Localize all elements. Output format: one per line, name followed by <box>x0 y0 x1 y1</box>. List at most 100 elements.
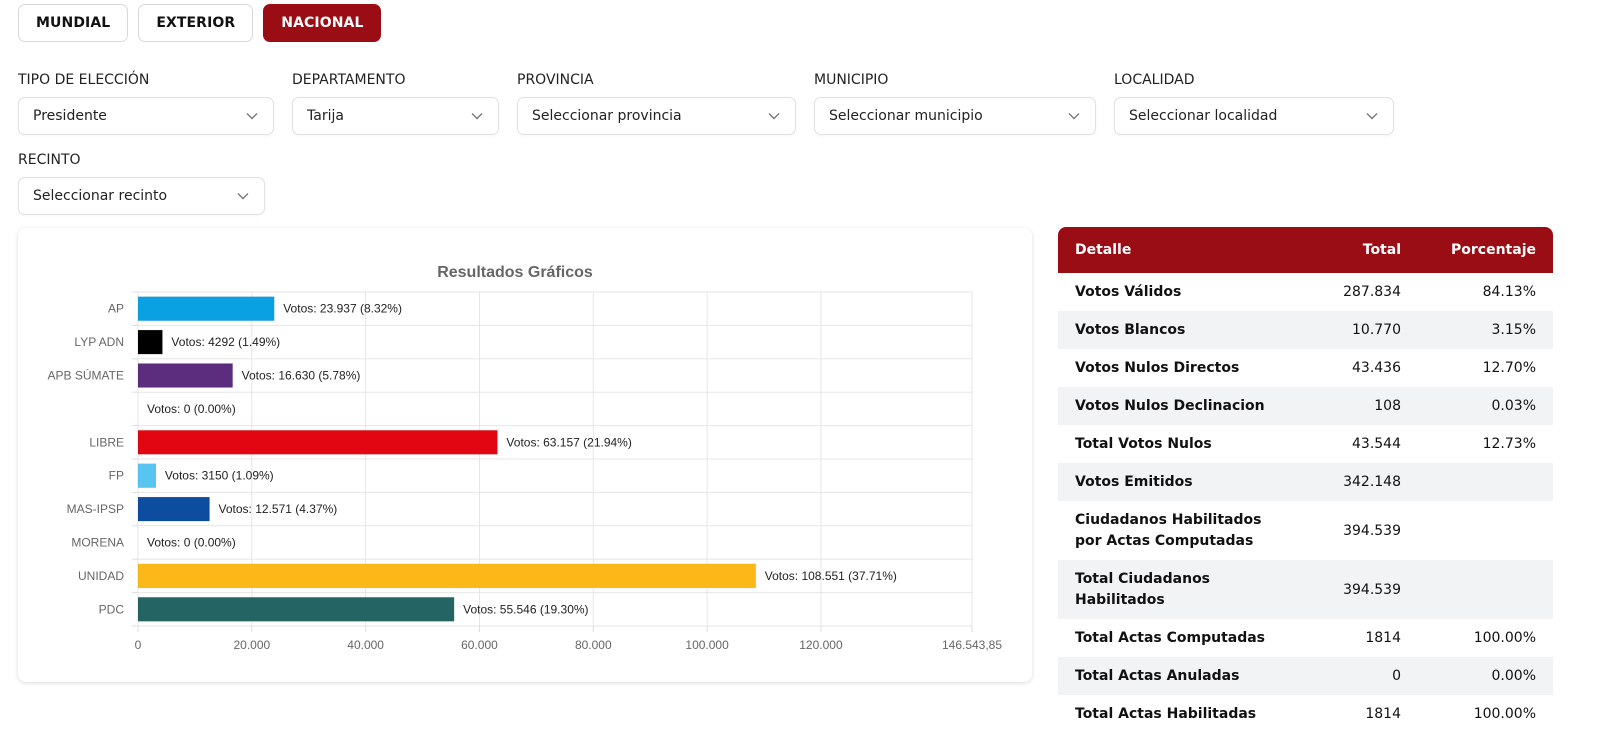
results-bar-chart: Resultados Gráficos 0 20.000 40.000 60.000 80… <box>48 264 1003 652</box>
tab-mundial[interactable]: MUNDIAL <box>18 4 129 42</box>
filter-label-departamento: DEPARTAMENTO <box>292 72 406 88</box>
bar-data-label: Votos: 16.630 (5.78%) <box>242 369 361 383</box>
row-total: 0 <box>1288 657 1401 695</box>
localidad-value: Seleccionar localidad <box>1129 108 1278 124</box>
bar-data-label: Votos: 63.157 (21.94%) <box>506 435 631 449</box>
table-row: Votos Nulos Declinacion 108 0.03% <box>1058 387 1553 425</box>
x-tick-label: 80.000 <box>575 638 612 652</box>
localidad-select[interactable]: Seleccionar localidad <box>1114 97 1394 135</box>
bar-lyp-adn <box>137 329 163 355</box>
row-detalle: Votos Nulos Declinacion <box>1058 387 1288 425</box>
row-porcentaje: 84.13% <box>1482 284 1536 300</box>
tipo-eleccion-select[interactable]: Presidente <box>18 97 274 135</box>
y-category-label: FP <box>109 469 124 483</box>
bar-data-label: Votos: 3150 (1.09%) <box>165 469 274 483</box>
filter-recinto: RECINTO Seleccionar recinto <box>18 152 265 215</box>
row-porcentaje <box>1401 501 1553 560</box>
filter-label-provincia: PROVINCIA <box>517 72 594 88</box>
filter-label-recinto: RECINTO <box>18 152 81 168</box>
bar-data-label: Votos: 55.546 (19.30%) <box>463 602 588 616</box>
y-category-label: PDC <box>99 602 125 616</box>
x-tick-label: 0 <box>135 638 142 652</box>
table-row: Votos Blancos 10.770 3.15% <box>1058 311 1553 349</box>
row-detalle: Total Votos Nulos <box>1075 435 1212 452</box>
row-detalle: Total Actas Computadas <box>1075 629 1266 646</box>
results-chart-card: Resultados Gráficos 0 20.000 40.000 60.000 80… <box>18 228 1032 682</box>
municipio-select[interactable]: Seleccionar municipio <box>814 97 1096 135</box>
x-tick-label: 40.000 <box>347 638 384 652</box>
table-row: Votos Nulos Directos 43.436 12.70% <box>1058 349 1553 387</box>
y-category-label: APB SÚMATE <box>48 368 124 383</box>
row-porcentaje <box>1401 560 1553 619</box>
bar-data-label: Votos: 4292 (1.49%) <box>171 335 280 349</box>
y-category-label: UNIDAD <box>78 569 124 583</box>
table-row: Total Actas Anuladas 0 0.00% <box>1058 657 1553 695</box>
tipo-eleccion-value: Presidente <box>33 108 107 124</box>
filter-label-tipo: TIPO DE ELECCIÓN <box>18 72 150 88</box>
table-row: Total Ciudadanos Habilitados 394.539 <box>1058 560 1553 619</box>
y-category-label: LYP ADN <box>74 335 124 349</box>
filter-label-localidad: LOCALIDAD <box>1114 72 1195 88</box>
y-category-label: MAS-IPSP <box>67 502 124 516</box>
row-total: 342.148 <box>1288 463 1401 501</box>
filter-localidad: LOCALIDAD Seleccionar localidad <box>1114 72 1394 135</box>
bar-data-label: Votos: 0 (0.00%) <box>147 402 236 416</box>
row-total: 43.436 <box>1352 360 1401 376</box>
y-category-label: MORENA <box>71 536 124 550</box>
row-total: 43.544 <box>1352 436 1401 452</box>
results-detail-table-card: Detalle Total Porcentaje Votos Válidos 2… <box>1058 227 1553 746</box>
row-porcentaje: 0.03% <box>1401 387 1553 425</box>
bar-mas-ipsp <box>137 496 210 522</box>
table-header-row: Detalle Total Porcentaje <box>1058 227 1553 273</box>
bar-data-label: Votos: 0 (0.00%) <box>147 536 236 550</box>
row-porcentaje <box>1401 463 1553 501</box>
bar-data-label: Votos: 23.937 (8.32%) <box>283 302 402 316</box>
tab-exterior[interactable]: EXTERIOR <box>138 4 254 42</box>
x-tick-label: 146.543,85 <box>942 638 1002 652</box>
tab-nacional[interactable]: NACIONAL <box>263 4 382 42</box>
row-porcentaje: 100.00% <box>1473 706 1536 722</box>
chevron-down-icon <box>470 109 484 123</box>
filter-departamento: DEPARTAMENTO Tarija <box>292 72 499 135</box>
provincia-value: Seleccionar provincia <box>532 108 682 124</box>
x-tick-label: 60.000 <box>461 638 498 652</box>
x-tick-label: 120.000 <box>799 638 843 652</box>
bar-pdc <box>137 597 455 622</box>
scope-tabs: MUNDIAL EXTERIOR NACIONAL <box>18 4 382 42</box>
bar-fp <box>137 463 157 488</box>
table-row: Votos Emitidos 342.148 <box>1058 463 1553 501</box>
y-category-label: LIBRE <box>89 435 124 449</box>
bar-data-label: Votos: 12.571 (4.37%) <box>219 502 338 516</box>
table-row: Votos Válidos 287.834 84.13% <box>1058 273 1553 311</box>
filter-label-municipio: MUNICIPIO <box>814 72 889 88</box>
table-row: Ciudadanos Habilitados por Actas Computa… <box>1058 501 1553 560</box>
row-total: 108 <box>1288 387 1401 425</box>
filter-tipo-eleccion: TIPO DE ELECCIÓN Presidente <box>18 72 274 135</box>
provincia-select[interactable]: Seleccionar provincia <box>517 97 796 135</box>
departamento-select[interactable]: Tarija <box>292 97 499 135</box>
row-detalle: Votos Blancos <box>1058 311 1288 349</box>
header-porcentaje: Porcentaje <box>1401 227 1553 273</box>
recinto-value: Seleccionar recinto <box>33 188 168 204</box>
row-porcentaje: 3.15% <box>1401 311 1553 349</box>
row-porcentaje: 100.00% <box>1473 630 1536 646</box>
row-total: 287.834 <box>1343 284 1401 300</box>
municipio-value: Seleccionar municipio <box>829 108 983 124</box>
filter-provincia: PROVINCIA Seleccionar provincia <box>517 72 796 135</box>
bar-ap <box>137 296 275 321</box>
chevron-down-icon <box>245 109 259 123</box>
row-detalle: Total Actas Habilitadas <box>1075 705 1257 722</box>
row-total: 394.539 <box>1343 522 1401 539</box>
bar-apb-súmate <box>137 363 233 388</box>
row-total: 1814 <box>1365 630 1401 646</box>
y-category-label: AP <box>108 302 124 316</box>
row-total: 394.539 <box>1288 560 1401 619</box>
row-total: 10.770 <box>1288 311 1401 349</box>
recinto-select[interactable]: Seleccionar recinto <box>18 177 265 215</box>
bar-libre <box>137 430 498 455</box>
filter-municipio: MUNICIPIO Seleccionar municipio <box>814 72 1096 135</box>
row-porcentaje: 12.73% <box>1482 436 1536 452</box>
row-detalle: Votos Nulos Directos <box>1075 359 1240 376</box>
table-row: Total Actas Habilitadas 1814 100.00% <box>1058 695 1553 733</box>
row-detalle: Ciudadanos Habilitados por Actas Computa… <box>1075 511 1262 549</box>
